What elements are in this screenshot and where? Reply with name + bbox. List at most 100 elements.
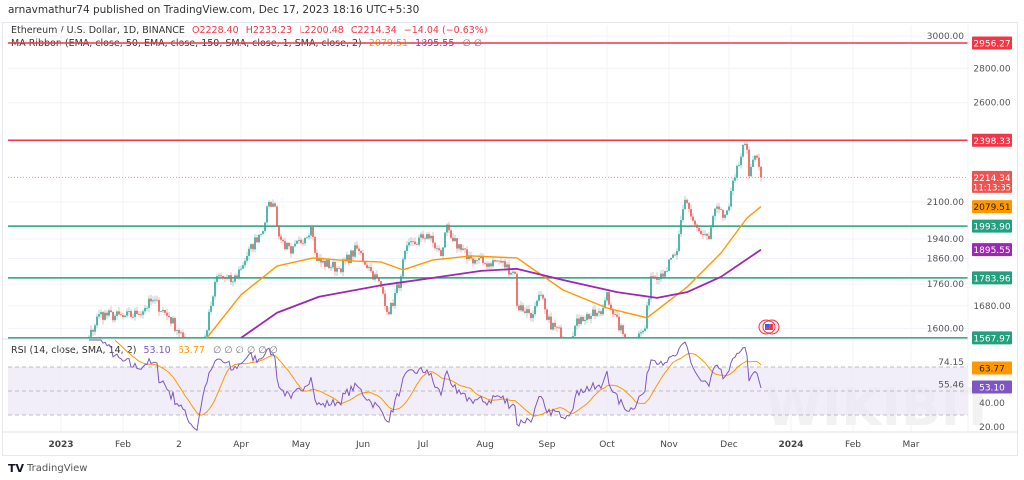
candle[interactable]	[150, 298, 152, 302]
candle[interactable]	[418, 237, 420, 245]
candle[interactable]	[136, 310, 138, 315]
candle[interactable]	[700, 231, 702, 235]
candle[interactable]	[98, 314, 100, 317]
candle[interactable]	[306, 237, 308, 239]
candle[interactable]	[362, 252, 364, 261]
candle[interactable]	[756, 155, 758, 158]
candle[interactable]	[174, 318, 176, 331]
candle[interactable]	[686, 199, 688, 203]
candle[interactable]	[162, 310, 164, 312]
candle[interactable]	[674, 254, 676, 256]
candle[interactable]	[204, 336, 206, 349]
candle[interactable]	[370, 267, 372, 272]
candle[interactable]	[388, 311, 390, 315]
candle[interactable]	[106, 312, 108, 316]
candle[interactable]	[374, 274, 376, 280]
candle[interactable]	[514, 271, 516, 274]
candle[interactable]	[180, 332, 182, 334]
candle[interactable]	[96, 316, 98, 326]
candle[interactable]	[476, 259, 478, 261]
candle[interactable]	[744, 143, 746, 145]
candle[interactable]	[732, 180, 734, 192]
candle[interactable]	[206, 330, 208, 337]
candle[interactable]	[272, 203, 274, 207]
candle[interactable]	[310, 227, 312, 236]
candle[interactable]	[338, 268, 340, 269]
candle[interactable]	[128, 311, 130, 312]
candle[interactable]	[504, 261, 506, 268]
candle[interactable]	[130, 311, 132, 317]
candle[interactable]	[440, 250, 442, 256]
candle[interactable]	[94, 325, 96, 332]
candle[interactable]	[312, 227, 314, 237]
candle[interactable]	[614, 314, 616, 315]
candle[interactable]	[346, 254, 348, 261]
candle[interactable]	[446, 224, 448, 233]
candle[interactable]	[134, 310, 136, 317]
candle[interactable]	[186, 339, 188, 350]
candle[interactable]	[724, 214, 726, 218]
candle[interactable]	[328, 260, 330, 269]
candle[interactable]	[574, 325, 576, 337]
candle[interactable]	[316, 252, 318, 261]
candle[interactable]	[156, 299, 158, 301]
candle[interactable]	[432, 235, 434, 243]
candle[interactable]	[454, 238, 456, 242]
candle[interactable]	[248, 248, 250, 256]
candle[interactable]	[666, 270, 668, 272]
candle[interactable]	[706, 233, 708, 236]
candle[interactable]	[290, 246, 292, 254]
candle[interactable]	[384, 293, 386, 306]
candle[interactable]	[588, 314, 590, 319]
candle[interactable]	[682, 209, 684, 221]
candle[interactable]	[392, 303, 394, 306]
candle[interactable]	[624, 334, 626, 343]
candle[interactable]	[612, 309, 614, 315]
candle[interactable]	[360, 251, 362, 253]
candle[interactable]	[300, 239, 302, 243]
candle[interactable]	[518, 305, 520, 311]
symbol-name[interactable]: Ethereum / U.S. Dollar, 1D, BINANCE	[11, 25, 185, 36]
candle[interactable]	[126, 311, 128, 316]
candle[interactable]	[560, 327, 562, 339]
candle[interactable]	[410, 241, 412, 243]
candle[interactable]	[260, 233, 262, 235]
candle[interactable]	[442, 247, 444, 256]
candle[interactable]	[670, 257, 672, 260]
candle[interactable]	[546, 309, 548, 320]
candle[interactable]	[474, 259, 476, 264]
candle[interactable]	[564, 340, 566, 343]
candle[interactable]	[642, 330, 644, 333]
candle[interactable]	[268, 202, 270, 207]
candle[interactable]	[110, 310, 112, 313]
candle[interactable]	[342, 259, 344, 273]
candle[interactable]	[114, 315, 116, 321]
candle[interactable]	[240, 268, 242, 270]
candle[interactable]	[72, 423, 74, 427]
candle[interactable]	[426, 234, 428, 239]
candle[interactable]	[238, 269, 240, 278]
candle[interactable]	[92, 329, 94, 332]
candle[interactable]	[630, 343, 632, 346]
candle[interactable]	[398, 284, 400, 289]
candle[interactable]	[662, 273, 664, 277]
candle[interactable]	[142, 311, 144, 315]
candle[interactable]	[456, 238, 458, 249]
candle[interactable]	[148, 298, 150, 308]
candle[interactable]	[394, 293, 396, 306]
candle[interactable]	[144, 308, 146, 312]
candle[interactable]	[416, 244, 418, 246]
candle[interactable]	[472, 258, 474, 264]
candle[interactable]	[188, 350, 190, 360]
candle[interactable]	[340, 268, 342, 273]
candle[interactable]	[644, 328, 646, 331]
candle[interactable]	[628, 346, 630, 347]
candle[interactable]	[480, 256, 482, 259]
candle[interactable]	[608, 292, 610, 305]
candle[interactable]	[70, 427, 72, 440]
candle[interactable]	[430, 235, 432, 239]
candle[interactable]	[450, 230, 452, 238]
candle[interactable]	[602, 308, 604, 315]
candle[interactable]	[228, 275, 230, 278]
